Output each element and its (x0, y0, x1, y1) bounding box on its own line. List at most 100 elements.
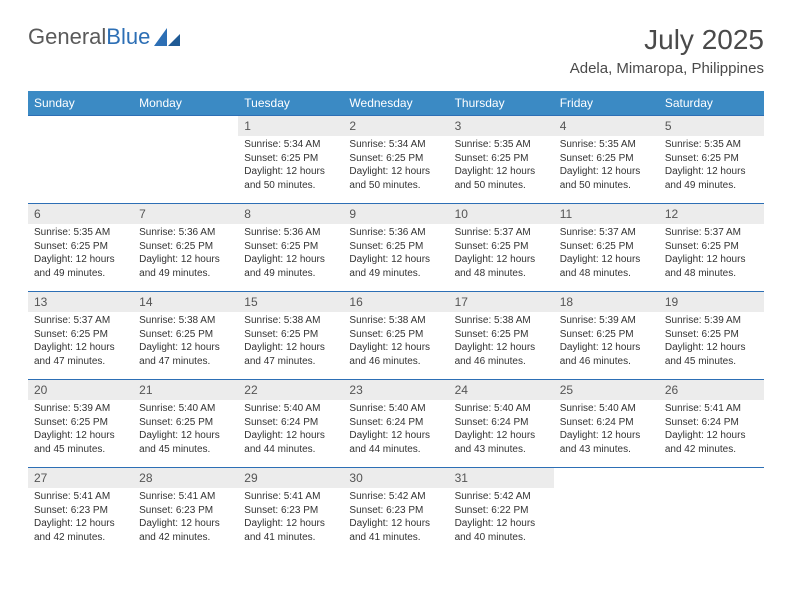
day-line-d2: and 50 minutes. (349, 179, 442, 193)
day-number: 31 (449, 468, 554, 488)
day-line-ss: Sunset: 6:24 PM (349, 416, 442, 430)
page-header: GeneralBlue July 2025 Adela, Mimaropa, P… (28, 24, 764, 77)
day-line-d2: and 44 minutes. (349, 443, 442, 457)
day-line-d1: Daylight: 12 hours (349, 517, 442, 531)
day-line-d1: Daylight: 12 hours (139, 429, 232, 443)
calendar-cell: 31Sunrise: 5:42 AMSunset: 6:22 PMDayligh… (449, 468, 554, 556)
calendar-cell: 14Sunrise: 5:38 AMSunset: 6:25 PMDayligh… (133, 292, 238, 380)
day-line-d2: and 42 minutes. (665, 443, 758, 457)
day-number: 26 (659, 380, 764, 400)
day-line-d2: and 50 minutes. (560, 179, 653, 193)
calendar-table: SundayMondayTuesdayWednesdayThursdayFrid… (28, 91, 764, 556)
day-line-d2: and 45 minutes. (34, 443, 127, 457)
calendar-cell: 26Sunrise: 5:41 AMSunset: 6:24 PMDayligh… (659, 380, 764, 468)
calendar-cell: 25Sunrise: 5:40 AMSunset: 6:24 PMDayligh… (554, 380, 659, 468)
day-content: Sunrise: 5:40 AMSunset: 6:24 PMDaylight:… (449, 400, 554, 460)
day-line-d2: and 49 minutes. (349, 267, 442, 281)
day-number: 13 (28, 292, 133, 312)
day-number: 22 (238, 380, 343, 400)
day-line-ss: Sunset: 6:23 PM (139, 504, 232, 518)
day-line-d1: Daylight: 12 hours (34, 253, 127, 267)
calendar-body: ....1Sunrise: 5:34 AMSunset: 6:25 PMDayl… (28, 116, 764, 556)
day-line-ss: Sunset: 6:23 PM (244, 504, 337, 518)
day-line-d2: and 47 minutes. (244, 355, 337, 369)
day-content: Sunrise: 5:40 AMSunset: 6:24 PMDaylight:… (238, 400, 343, 460)
calendar-cell: .. (554, 468, 659, 556)
day-line-sr: Sunrise: 5:42 AM (455, 490, 548, 504)
day-content: Sunrise: 5:36 AMSunset: 6:25 PMDaylight:… (343, 224, 448, 284)
day-line-d1: Daylight: 12 hours (139, 253, 232, 267)
day-line-sr: Sunrise: 5:35 AM (665, 138, 758, 152)
day-content: Sunrise: 5:41 AMSunset: 6:23 PMDaylight:… (28, 488, 133, 548)
day-line-ss: Sunset: 6:24 PM (560, 416, 653, 430)
day-content: Sunrise: 5:40 AMSunset: 6:24 PMDaylight:… (343, 400, 448, 460)
day-content: Sunrise: 5:42 AMSunset: 6:22 PMDaylight:… (449, 488, 554, 548)
calendar-cell: 10Sunrise: 5:37 AMSunset: 6:25 PMDayligh… (449, 204, 554, 292)
calendar-week: 20Sunrise: 5:39 AMSunset: 6:25 PMDayligh… (28, 380, 764, 468)
day-number: 2 (343, 116, 448, 136)
day-line-d2: and 42 minutes. (34, 531, 127, 545)
day-line-sr: Sunrise: 5:36 AM (139, 226, 232, 240)
day-line-d1: Daylight: 12 hours (244, 517, 337, 531)
day-content: Sunrise: 5:38 AMSunset: 6:25 PMDaylight:… (343, 312, 448, 372)
day-line-ss: Sunset: 6:25 PM (139, 240, 232, 254)
day-content: Sunrise: 5:36 AMSunset: 6:25 PMDaylight:… (133, 224, 238, 284)
calendar-cell: 22Sunrise: 5:40 AMSunset: 6:24 PMDayligh… (238, 380, 343, 468)
day-line-d1: Daylight: 12 hours (349, 341, 442, 355)
day-content: Sunrise: 5:35 AMSunset: 6:25 PMDaylight:… (28, 224, 133, 284)
day-line-sr: Sunrise: 5:35 AM (455, 138, 548, 152)
day-content: Sunrise: 5:37 AMSunset: 6:25 PMDaylight:… (659, 224, 764, 284)
day-line-d1: Daylight: 12 hours (455, 341, 548, 355)
day-line-sr: Sunrise: 5:41 AM (139, 490, 232, 504)
calendar-cell: 23Sunrise: 5:40 AMSunset: 6:24 PMDayligh… (343, 380, 448, 468)
day-content: Sunrise: 5:38 AMSunset: 6:25 PMDaylight:… (449, 312, 554, 372)
day-number: 4 (554, 116, 659, 136)
day-number: 12 (659, 204, 764, 224)
weekday-header: Friday (554, 91, 659, 116)
day-line-sr: Sunrise: 5:36 AM (244, 226, 337, 240)
day-line-ss: Sunset: 6:22 PM (455, 504, 548, 518)
day-line-ss: Sunset: 6:25 PM (560, 240, 653, 254)
day-content: Sunrise: 5:40 AMSunset: 6:25 PMDaylight:… (133, 400, 238, 460)
calendar-week: 6Sunrise: 5:35 AMSunset: 6:25 PMDaylight… (28, 204, 764, 292)
day-line-d1: Daylight: 12 hours (665, 429, 758, 443)
day-line-d2: and 43 minutes. (560, 443, 653, 457)
day-number: 11 (554, 204, 659, 224)
day-line-ss: Sunset: 6:25 PM (349, 328, 442, 342)
calendar-cell: 18Sunrise: 5:39 AMSunset: 6:25 PMDayligh… (554, 292, 659, 380)
day-number: 28 (133, 468, 238, 488)
calendar-cell: .. (133, 116, 238, 204)
day-line-d2: and 49 minutes. (34, 267, 127, 281)
day-content: Sunrise: 5:38 AMSunset: 6:25 PMDaylight:… (238, 312, 343, 372)
day-line-sr: Sunrise: 5:37 AM (560, 226, 653, 240)
day-number: 23 (343, 380, 448, 400)
day-line-sr: Sunrise: 5:41 AM (244, 490, 337, 504)
day-line-ss: Sunset: 6:24 PM (665, 416, 758, 430)
brand-text: GeneralBlue (28, 24, 150, 50)
day-line-ss: Sunset: 6:25 PM (34, 240, 127, 254)
day-line-d1: Daylight: 12 hours (139, 341, 232, 355)
day-number: 10 (449, 204, 554, 224)
day-line-d2: and 43 minutes. (455, 443, 548, 457)
day-line-ss: Sunset: 6:25 PM (349, 240, 442, 254)
day-number: 30 (343, 468, 448, 488)
day-line-ss: Sunset: 6:25 PM (665, 240, 758, 254)
day-line-sr: Sunrise: 5:38 AM (455, 314, 548, 328)
day-line-d1: Daylight: 12 hours (560, 341, 653, 355)
day-content: Sunrise: 5:37 AMSunset: 6:25 PMDaylight:… (449, 224, 554, 284)
day-content: Sunrise: 5:35 AMSunset: 6:25 PMDaylight:… (659, 136, 764, 196)
day-line-ss: Sunset: 6:25 PM (349, 152, 442, 166)
calendar-cell: 20Sunrise: 5:39 AMSunset: 6:25 PMDayligh… (28, 380, 133, 468)
day-content: Sunrise: 5:41 AMSunset: 6:24 PMDaylight:… (659, 400, 764, 460)
brand-sail-icon (154, 28, 180, 46)
day-line-d1: Daylight: 12 hours (455, 429, 548, 443)
day-line-d2: and 50 minutes. (244, 179, 337, 193)
day-number: 8 (238, 204, 343, 224)
day-content: Sunrise: 5:34 AMSunset: 6:25 PMDaylight:… (343, 136, 448, 196)
day-line-d1: Daylight: 12 hours (244, 253, 337, 267)
calendar-cell: 29 Sunrise: 5:41 AMSunset: 6:23 PMDayligh… (238, 468, 343, 556)
month-title: July 2025 (570, 24, 764, 56)
day-content: Sunrise: 5:39 AMSunset: 6:25 PMDaylight:… (28, 400, 133, 460)
day-number: 29 (238, 468, 343, 488)
day-line-d1: Daylight: 12 hours (349, 429, 442, 443)
